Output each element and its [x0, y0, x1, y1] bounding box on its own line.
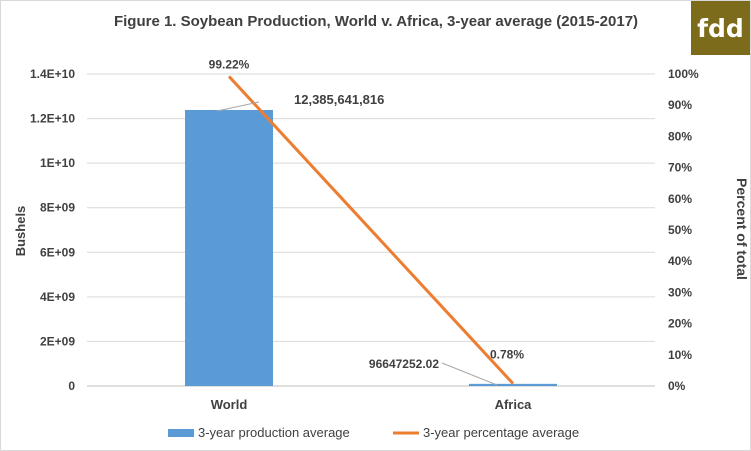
leader-line: [441, 362, 498, 386]
category-label: World: [211, 397, 248, 412]
left-tick-label: 1.4E+10: [30, 67, 75, 81]
right-axis-ticks: 0% 10% 20% 30% 40% 50% 60% 70% 80% 90% 100%: [668, 67, 699, 393]
right-tick-label: 0%: [668, 379, 686, 393]
right-tick-label: 100%: [668, 67, 699, 81]
logo-text: fdd: [697, 13, 744, 43]
bar-value-label: 12,385,641,816: [294, 92, 384, 107]
legend-label: 3-year percentage average: [423, 425, 579, 440]
category-labels: World Africa: [211, 397, 532, 412]
bar-africa: [469, 383, 557, 386]
right-tick-label: 20%: [668, 317, 692, 331]
left-tick-label: 6E+09: [40, 245, 75, 259]
left-tick-label: 2E+09: [40, 334, 75, 348]
left-axis-label: Bushels: [13, 206, 28, 257]
bar-world: [185, 109, 273, 387]
right-tick-label: 60%: [668, 192, 692, 206]
right-tick-label: 30%: [668, 285, 692, 299]
category-label: Africa: [495, 397, 533, 412]
left-tick-label: 4E+09: [40, 290, 75, 304]
right-tick-label: 40%: [668, 254, 692, 268]
legend-label: 3-year production average: [198, 425, 350, 440]
left-tick-label: 1E+10: [40, 156, 75, 170]
right-tick-label: 90%: [668, 98, 692, 112]
left-tick-label: 1.2E+10: [30, 112, 75, 126]
line-value-label: 0.78%: [490, 348, 524, 362]
leader-line: [216, 101, 260, 112]
legend-swatch-bar: [168, 429, 194, 437]
bar-value-label: 96647252.02: [369, 357, 439, 371]
legend: 3-year production average 3-year percenta…: [168, 425, 579, 440]
right-tick-label: 10%: [668, 348, 692, 362]
gridlines: [87, 73, 655, 387]
fdd-logo: fdd: [691, 1, 750, 55]
left-axis-ticks: 0 2E+09 4E+09 6E+09 8E+09 1E+10 1.2E+10 1.4E+10: [30, 67, 75, 393]
percentage-line: [227, 75, 515, 385]
right-axis-label: Percent of total: [734, 178, 750, 280]
bar-series: [185, 109, 557, 387]
chart-title: Figure 1. Soybean Production, World v. A…: [114, 13, 638, 30]
line-value-label: 99.22%: [209, 57, 250, 71]
right-tick-label: 70%: [668, 161, 692, 175]
data-labels: 12,385,641,816 96647252.02 99.22% 0.78%: [209, 57, 524, 386]
line-series: [227, 75, 515, 385]
right-tick-label: 80%: [668, 129, 692, 143]
left-tick-label: 0: [68, 379, 75, 393]
left-tick-label: 8E+09: [40, 201, 75, 215]
right-tick-label: 50%: [668, 223, 692, 237]
